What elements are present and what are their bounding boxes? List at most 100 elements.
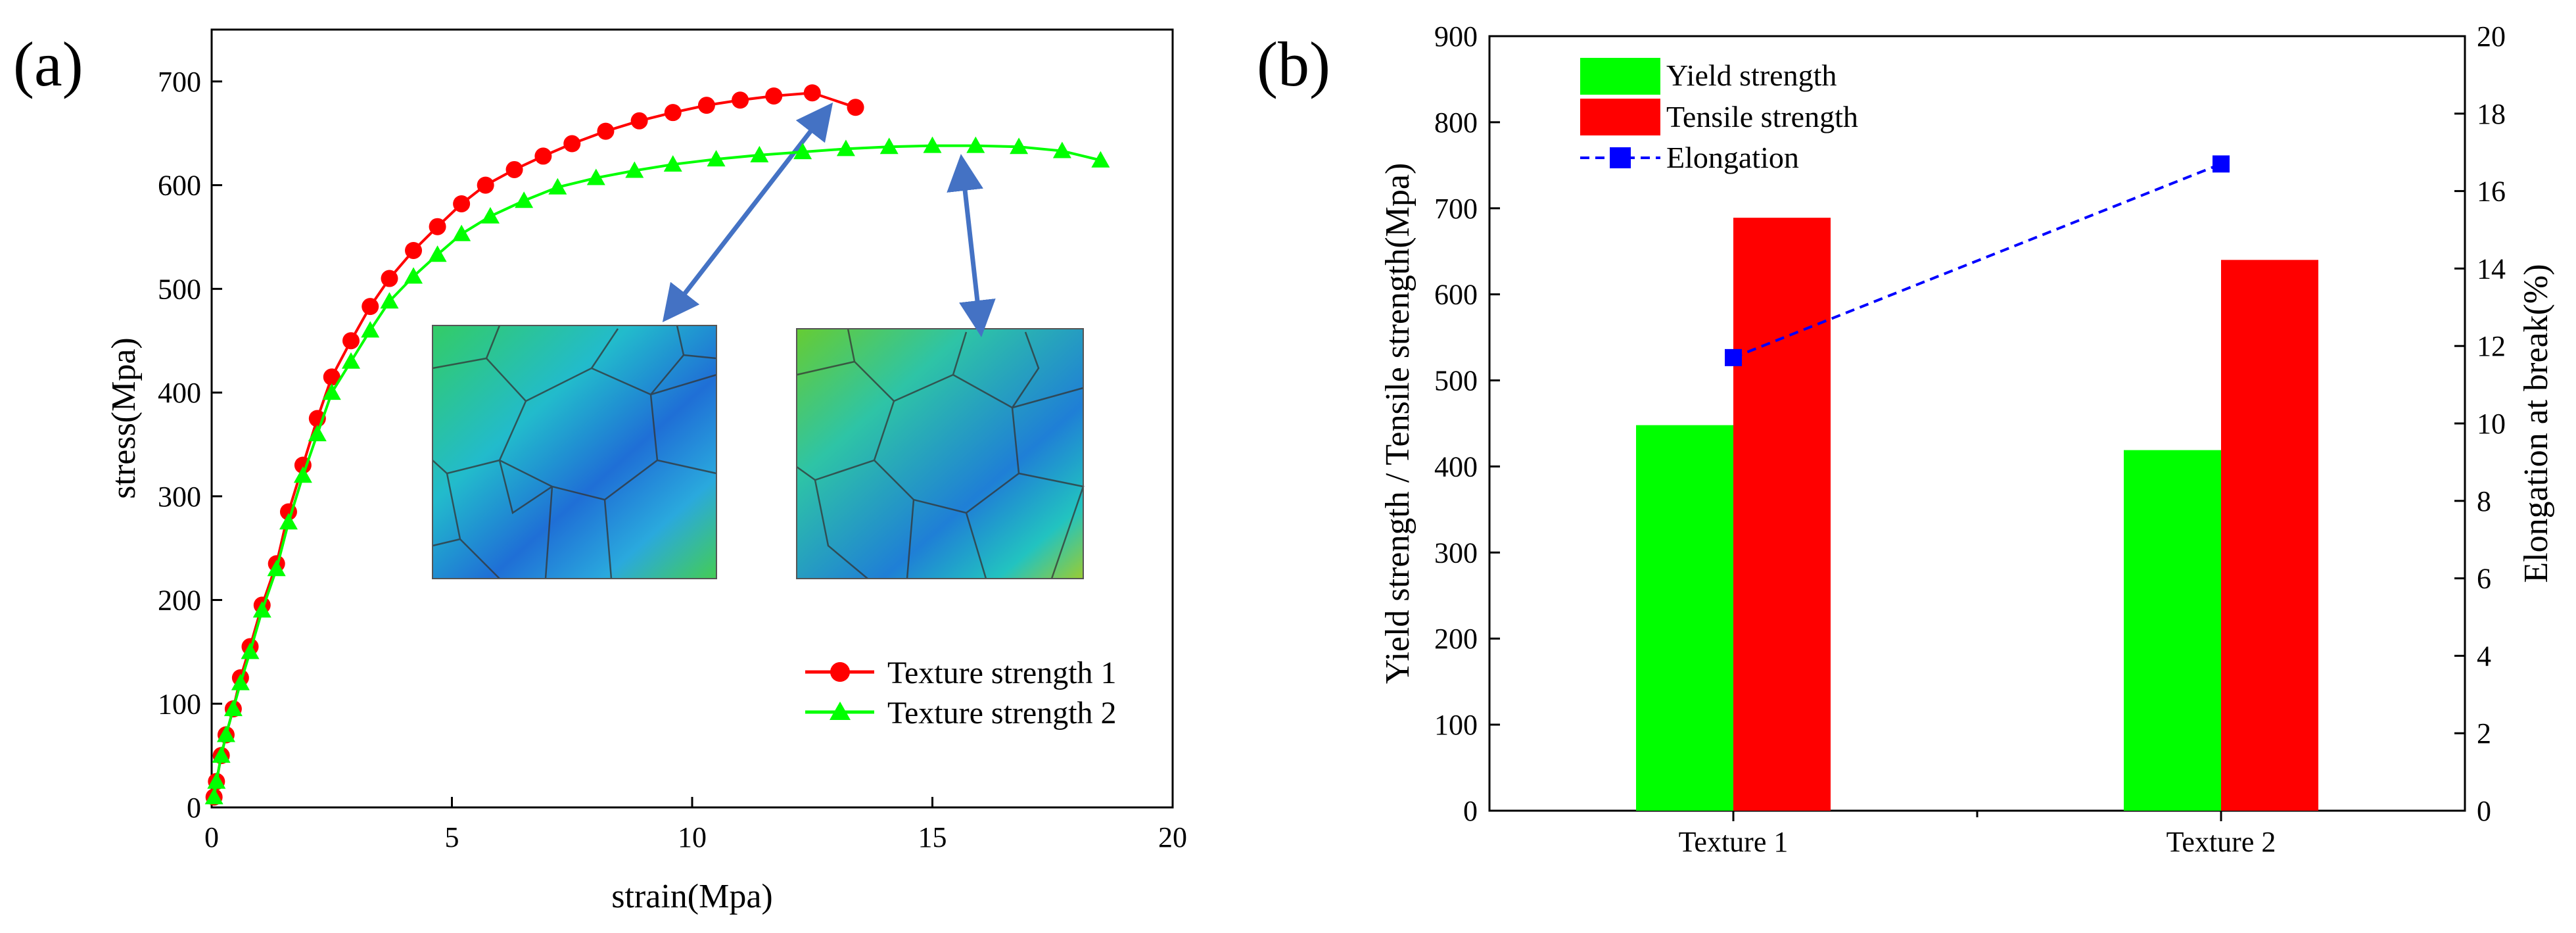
left-y-tick-label: 0	[1463, 795, 1478, 827]
data-point-texture-strength-1	[697, 97, 715, 114]
data-point-texture-strength-2	[204, 788, 223, 805]
panel-a-y-axis: 0 100 200 300 400 500 600 700	[158, 66, 222, 824]
data-point-texture-strength-2	[923, 136, 942, 153]
right-y-tick-label: 8	[2477, 485, 2491, 517]
panel-b-left-y-axis: 0 100 200 300 400 500 600 700 800 900	[1434, 20, 1500, 827]
legend-label-tensile-strength: Tensile strength	[1666, 100, 1858, 133]
data-point-texture-strength-2	[480, 206, 500, 224]
left-y-tick-label: 400	[1434, 450, 1478, 483]
data-point-texture-strength-2	[241, 642, 260, 659]
bar-tensile-strength-texture-2	[2221, 260, 2318, 811]
panel-a: (a) 0 5 10 15 20 0 100 200 300 400 500 600 700 stra…	[13, 28, 1187, 915]
panel-b: (b) 0 100 200 300 400 500 600 700 800 900 0 2 4 6 8 10…	[1257, 20, 2555, 858]
data-point-texture-strength-2	[836, 139, 855, 156]
data-point-texture-strength-1	[453, 195, 471, 212]
y-tick-label: 0	[187, 792, 201, 824]
bar-yield-strength-texture-1	[1636, 425, 1733, 811]
panel-b-x-axis: Texture 1 Texture 2	[1679, 811, 2276, 858]
data-point-texture-strength-2	[452, 224, 471, 241]
y-tick-label: 200	[158, 585, 201, 617]
panel-a-label: (a)	[13, 29, 83, 99]
data-point-texture-strength-2	[207, 772, 226, 789]
left-y-tick-label: 600	[1434, 279, 1478, 311]
simulation-inset-texture-1	[432, 325, 717, 579]
data-point-texture-strength-2	[793, 143, 812, 160]
legend-marker-texture-strength-1	[830, 662, 850, 682]
data-point-texture-strength-2	[1091, 151, 1110, 168]
x-tick-label: 20	[1158, 821, 1187, 853]
legend-swatch-yield-strength	[1580, 58, 1660, 95]
data-point-texture-strength-2	[216, 725, 235, 742]
data-point-texture-strength-2	[223, 700, 243, 717]
data-point-texture-strength-2	[707, 150, 726, 167]
panel-a-y-axis-title: stress(Mpa)	[105, 337, 143, 499]
data-point-texture-strength-1	[381, 270, 398, 287]
data-point-texture-strength-2	[267, 560, 286, 577]
data-point-texture-strength-1	[405, 241, 423, 259]
right-y-tick-label: 0	[2477, 795, 2491, 827]
left-y-tick-label: 900	[1434, 20, 1478, 53]
panel-a-legend: Texture strength 1 Texture strength 2	[805, 656, 1117, 730]
data-point-texture-strength-2	[212, 746, 231, 763]
data-point-texture-strength-2	[586, 168, 605, 185]
data-point-texture-strength-2	[750, 145, 769, 162]
left-y-tick-label: 200	[1434, 623, 1478, 655]
data-point-texture-strength-2	[293, 466, 312, 483]
data-point-texture-strength-2	[428, 245, 447, 262]
bar-tensile-strength-texture-1	[1733, 218, 1831, 811]
right-y-tick-label: 2	[2477, 717, 2491, 750]
data-point-texture-strength-2	[548, 178, 567, 195]
left-y-tick-label: 100	[1434, 709, 1478, 741]
data-point-texture-strength-2	[1010, 137, 1029, 155]
legend-label-elongation: Elongation	[1666, 141, 1799, 174]
data-point-texture-strength-2	[966, 136, 985, 153]
data-point-texture-strength-2	[361, 321, 380, 338]
y-tick-label: 300	[158, 481, 201, 513]
data-point-texture-strength-1	[847, 99, 864, 116]
left-y-tick-label: 500	[1434, 365, 1478, 397]
panel-b-legend: Yield strength Tensile strength Elongati…	[1580, 58, 1858, 174]
left-y-tick-label: 700	[1434, 193, 1478, 225]
data-point-texture-strength-2	[404, 267, 423, 284]
right-y-tick-label: 18	[2477, 98, 2506, 130]
bar-yield-strength-texture-2	[2124, 450, 2221, 811]
data-point-texture-strength-1	[534, 147, 552, 165]
data-point-texture-strength-1	[563, 135, 581, 153]
data-point-texture-strength-1	[630, 112, 648, 130]
data-point-texture-strength-1	[505, 160, 523, 178]
y-tick-label: 600	[158, 170, 201, 202]
right-y-tick-label: 4	[2477, 640, 2491, 672]
data-point-texture-strength-2	[879, 137, 899, 155]
legend-marker-elongation	[1610, 147, 1631, 168]
panel-b-plot-frame	[1488, 35, 2466, 812]
panel-b-right-y-axis-title: Elongation at break(%)	[2517, 264, 2555, 583]
data-point-texture-strength-1	[732, 91, 749, 109]
data-point-texture-strength-2	[308, 425, 327, 442]
panel-b-bars	[1636, 218, 2318, 811]
legend-swatch-tensile-strength	[1580, 99, 1660, 135]
data-point-texture-strength-2	[252, 601, 271, 618]
x-tick-label: 5	[445, 821, 459, 853]
data-point-texture-strength-2	[231, 673, 250, 690]
data-point-texture-strength-2	[322, 383, 341, 400]
data-point-texture-strength-2	[663, 155, 682, 172]
panel-b-elongation-series	[1725, 155, 2230, 366]
data-point-texture-strength-1	[342, 332, 360, 350]
y-tick-label: 100	[158, 688, 201, 720]
panel-a-x-axis: 0 5 10 15 20	[204, 797, 1187, 853]
right-y-tick-label: 14	[2477, 252, 2506, 285]
panel-b-label: (b)	[1257, 29, 1330, 99]
data-point-texture-strength-1	[765, 87, 783, 105]
panel-a-x-axis-title: strain(Mpa)	[611, 878, 772, 915]
panel-a-series	[204, 84, 1110, 806]
right-y-tick-label: 10	[2477, 408, 2506, 440]
data-point-texture-strength-1	[803, 84, 821, 102]
right-y-tick-label: 20	[2477, 20, 2506, 53]
y-tick-label: 700	[158, 66, 201, 98]
right-y-tick-label: 6	[2477, 563, 2491, 595]
data-point-texture-strength-1	[362, 298, 379, 316]
legend-label-texture-strength-1: Texture strength 1	[887, 656, 1117, 690]
data-point-texture-strength-1	[323, 368, 340, 386]
right-y-tick-label: 16	[2477, 176, 2506, 208]
